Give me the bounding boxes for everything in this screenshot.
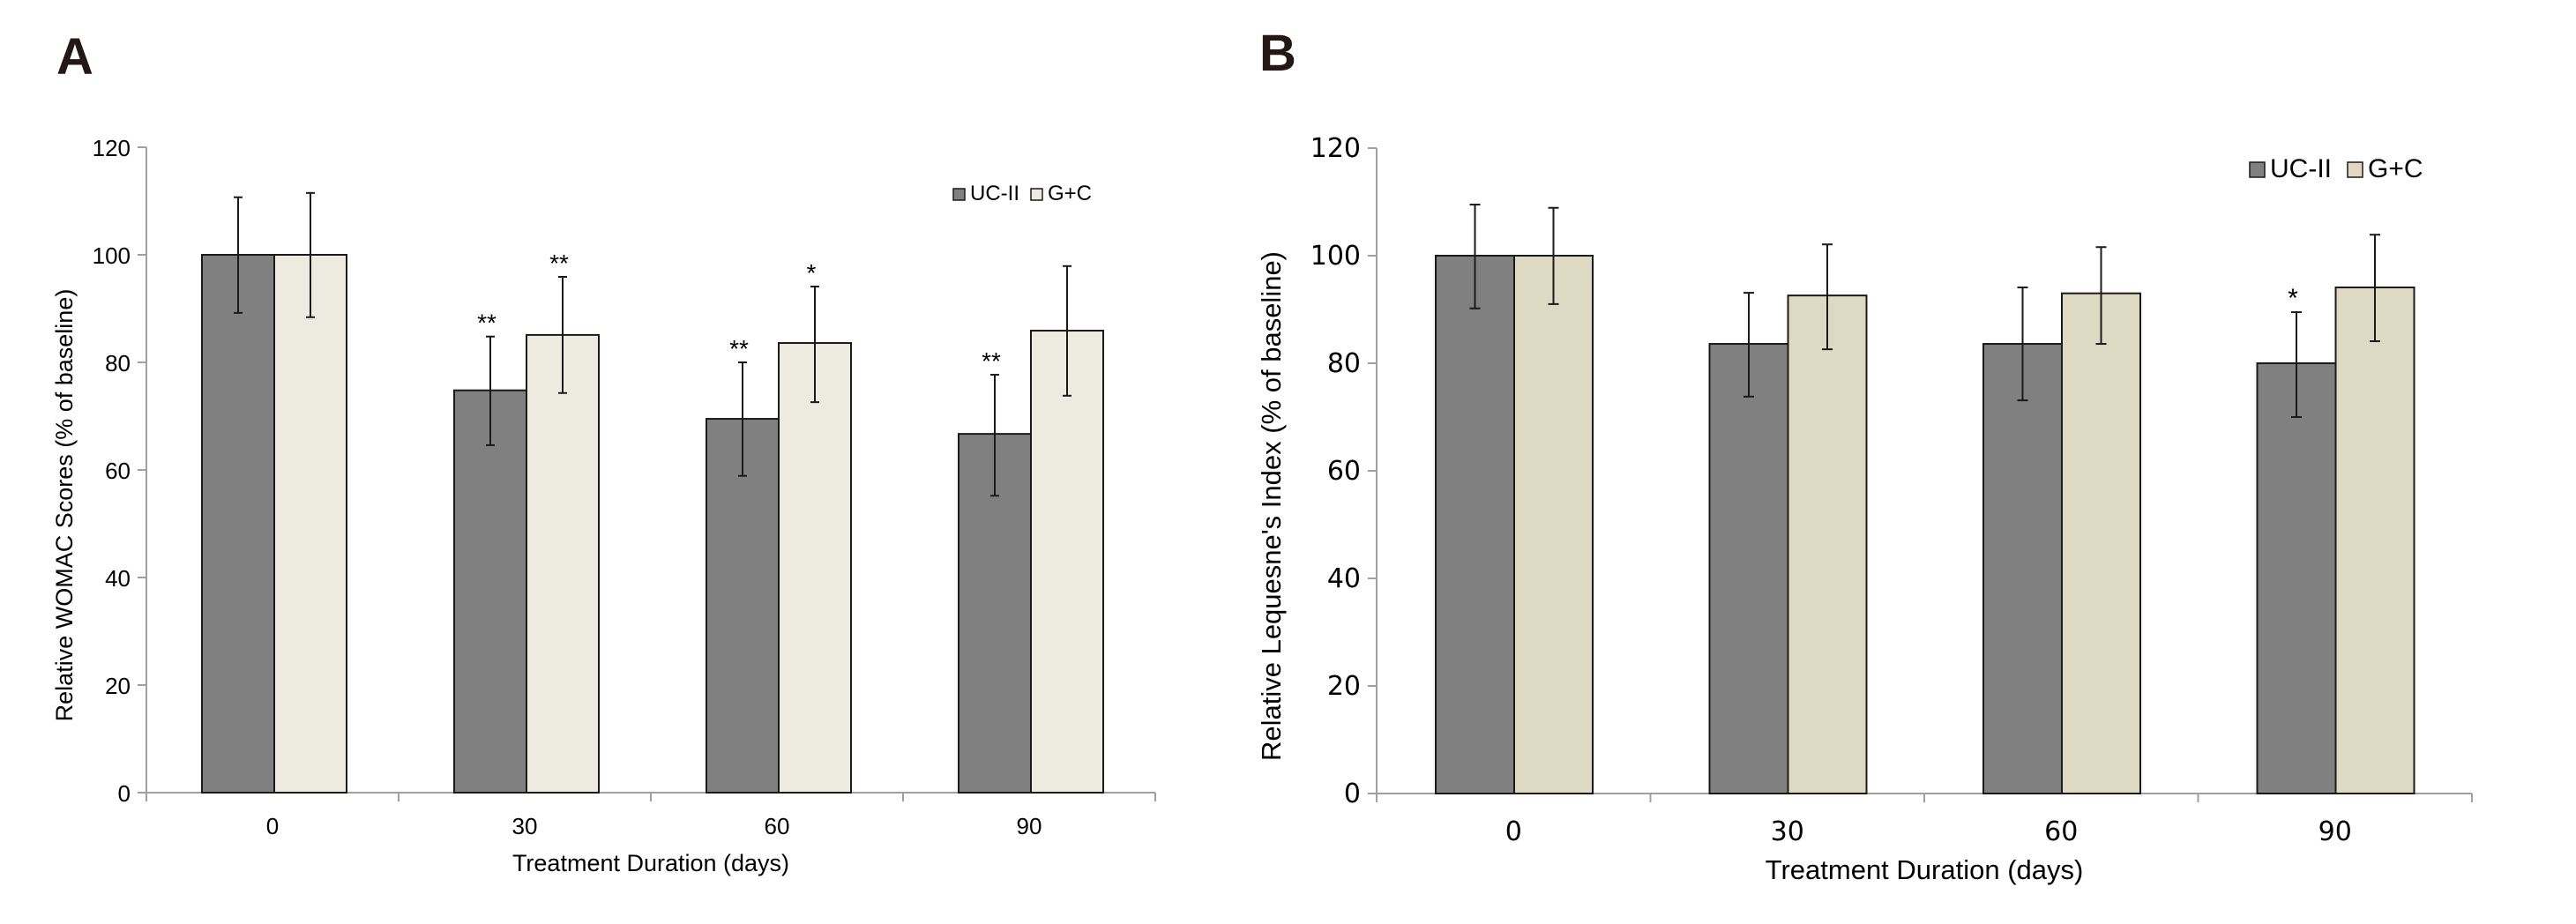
y-axis-title: Relative WOMAC Scores (% of baseline) bbox=[51, 289, 78, 722]
significance-marker: * bbox=[2288, 284, 2298, 313]
y-tick-label: 20 bbox=[105, 673, 131, 699]
x-tick-label: 60 bbox=[765, 813, 790, 839]
bar-g-c bbox=[273, 254, 347, 794]
bar-uc-ii bbox=[2256, 362, 2337, 794]
y-tick-label: 80 bbox=[105, 350, 131, 376]
x-axis-title: Treatment Duration (days) bbox=[1766, 854, 2084, 885]
x-tick-label: 90 bbox=[1017, 813, 1042, 839]
y-tick-label: 80 bbox=[1327, 348, 1361, 379]
y-tick-label: 60 bbox=[105, 458, 131, 484]
legend-swatch bbox=[2249, 161, 2266, 178]
y-tick-label: 20 bbox=[1327, 671, 1361, 702]
x-tick-label: 30 bbox=[1771, 816, 1804, 847]
bar-uc-ii bbox=[453, 389, 527, 794]
y-tick-label: 0 bbox=[1344, 779, 1361, 809]
panel-label-a: A bbox=[56, 28, 93, 86]
legend-label: G+C bbox=[1048, 182, 1092, 205]
legend-label: UC-II bbox=[970, 182, 1019, 205]
legend-swatch bbox=[1030, 188, 1043, 201]
y-tick-label: 60 bbox=[1327, 456, 1361, 487]
panel-label-b: B bbox=[1259, 25, 1296, 82]
y-tick-label: 40 bbox=[1327, 563, 1361, 594]
y-axis-title: Relative Lequesne's Index (% of baseline… bbox=[1256, 251, 1287, 761]
x-tick-label: 0 bbox=[266, 813, 279, 839]
x-tick-label: 0 bbox=[1505, 816, 1522, 847]
legend-label: UC-II bbox=[2270, 154, 2332, 183]
y-tick-label: 0 bbox=[118, 780, 131, 807]
x-tick-label: 30 bbox=[512, 813, 538, 839]
bar-g-c bbox=[1787, 294, 1868, 794]
significance-marker: ** bbox=[729, 335, 749, 362]
significance-marker: ** bbox=[982, 347, 1001, 375]
bar-g-c bbox=[1513, 255, 1594, 794]
bar-g-c bbox=[526, 333, 600, 794]
legend-label: G+C bbox=[2368, 154, 2423, 183]
bar-uc-ii bbox=[1982, 343, 2063, 794]
y-tick-label: 120 bbox=[1310, 133, 1361, 164]
bar-uc-ii bbox=[1708, 343, 1789, 794]
chart-a: 0 20 40 60 80 100 120 0 30 60 90 Treatment Duration… bbox=[51, 135, 1156, 876]
x-tick-label: 60 bbox=[2044, 816, 2078, 847]
y-tick-label: 40 bbox=[105, 565, 131, 592]
bar-g-c bbox=[778, 342, 852, 794]
bar-g-c bbox=[2061, 292, 2141, 794]
significance-marker: * bbox=[807, 259, 817, 287]
y-tick-label: 100 bbox=[93, 242, 131, 269]
legend-swatch bbox=[952, 188, 966, 201]
x-tick-label: 90 bbox=[2318, 816, 2352, 847]
significance-marker: ** bbox=[549, 250, 569, 277]
y-tick-label: 120 bbox=[93, 135, 131, 161]
bar-g-c bbox=[2334, 286, 2415, 794]
chart-b: 0 20 40 60 80 100 120 0 30 60 90 Treatment Duration… bbox=[1256, 133, 2473, 885]
x-axis-title: Treatment Duration (days) bbox=[512, 850, 789, 876]
legend-swatch bbox=[2347, 161, 2363, 178]
significance-marker: ** bbox=[477, 309, 497, 337]
bar-uc-ii bbox=[1435, 255, 1515, 794]
bar-uc-ii bbox=[201, 254, 275, 794]
y-tick-label: 100 bbox=[1310, 241, 1361, 272]
bar-g-c bbox=[1030, 330, 1104, 794]
